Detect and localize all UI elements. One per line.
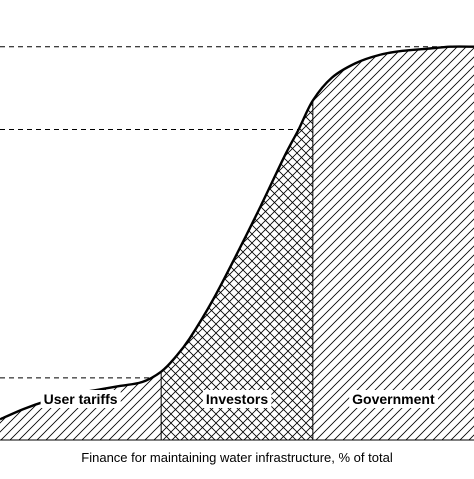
region-label-bg-1: [40, 390, 121, 408]
region-label-2: Investors: [206, 391, 268, 407]
region-fills: [0, 46, 474, 440]
reference-lines: [0, 46, 451, 379]
region-fill-3: [312, 46, 474, 440]
region-fill-2: [161, 46, 313, 440]
region-label-1: User tariffs: [44, 391, 118, 407]
region-label-3: Government: [352, 391, 435, 407]
x-axis-label: Finance for maintaining water infrastruc…: [81, 450, 393, 465]
region-labels: User tariffs Investors Government: [40, 390, 438, 408]
region-label-bg-3: [349, 390, 438, 408]
region-fill-1: [0, 46, 162, 440]
region-label-bg-2: [202, 390, 272, 408]
